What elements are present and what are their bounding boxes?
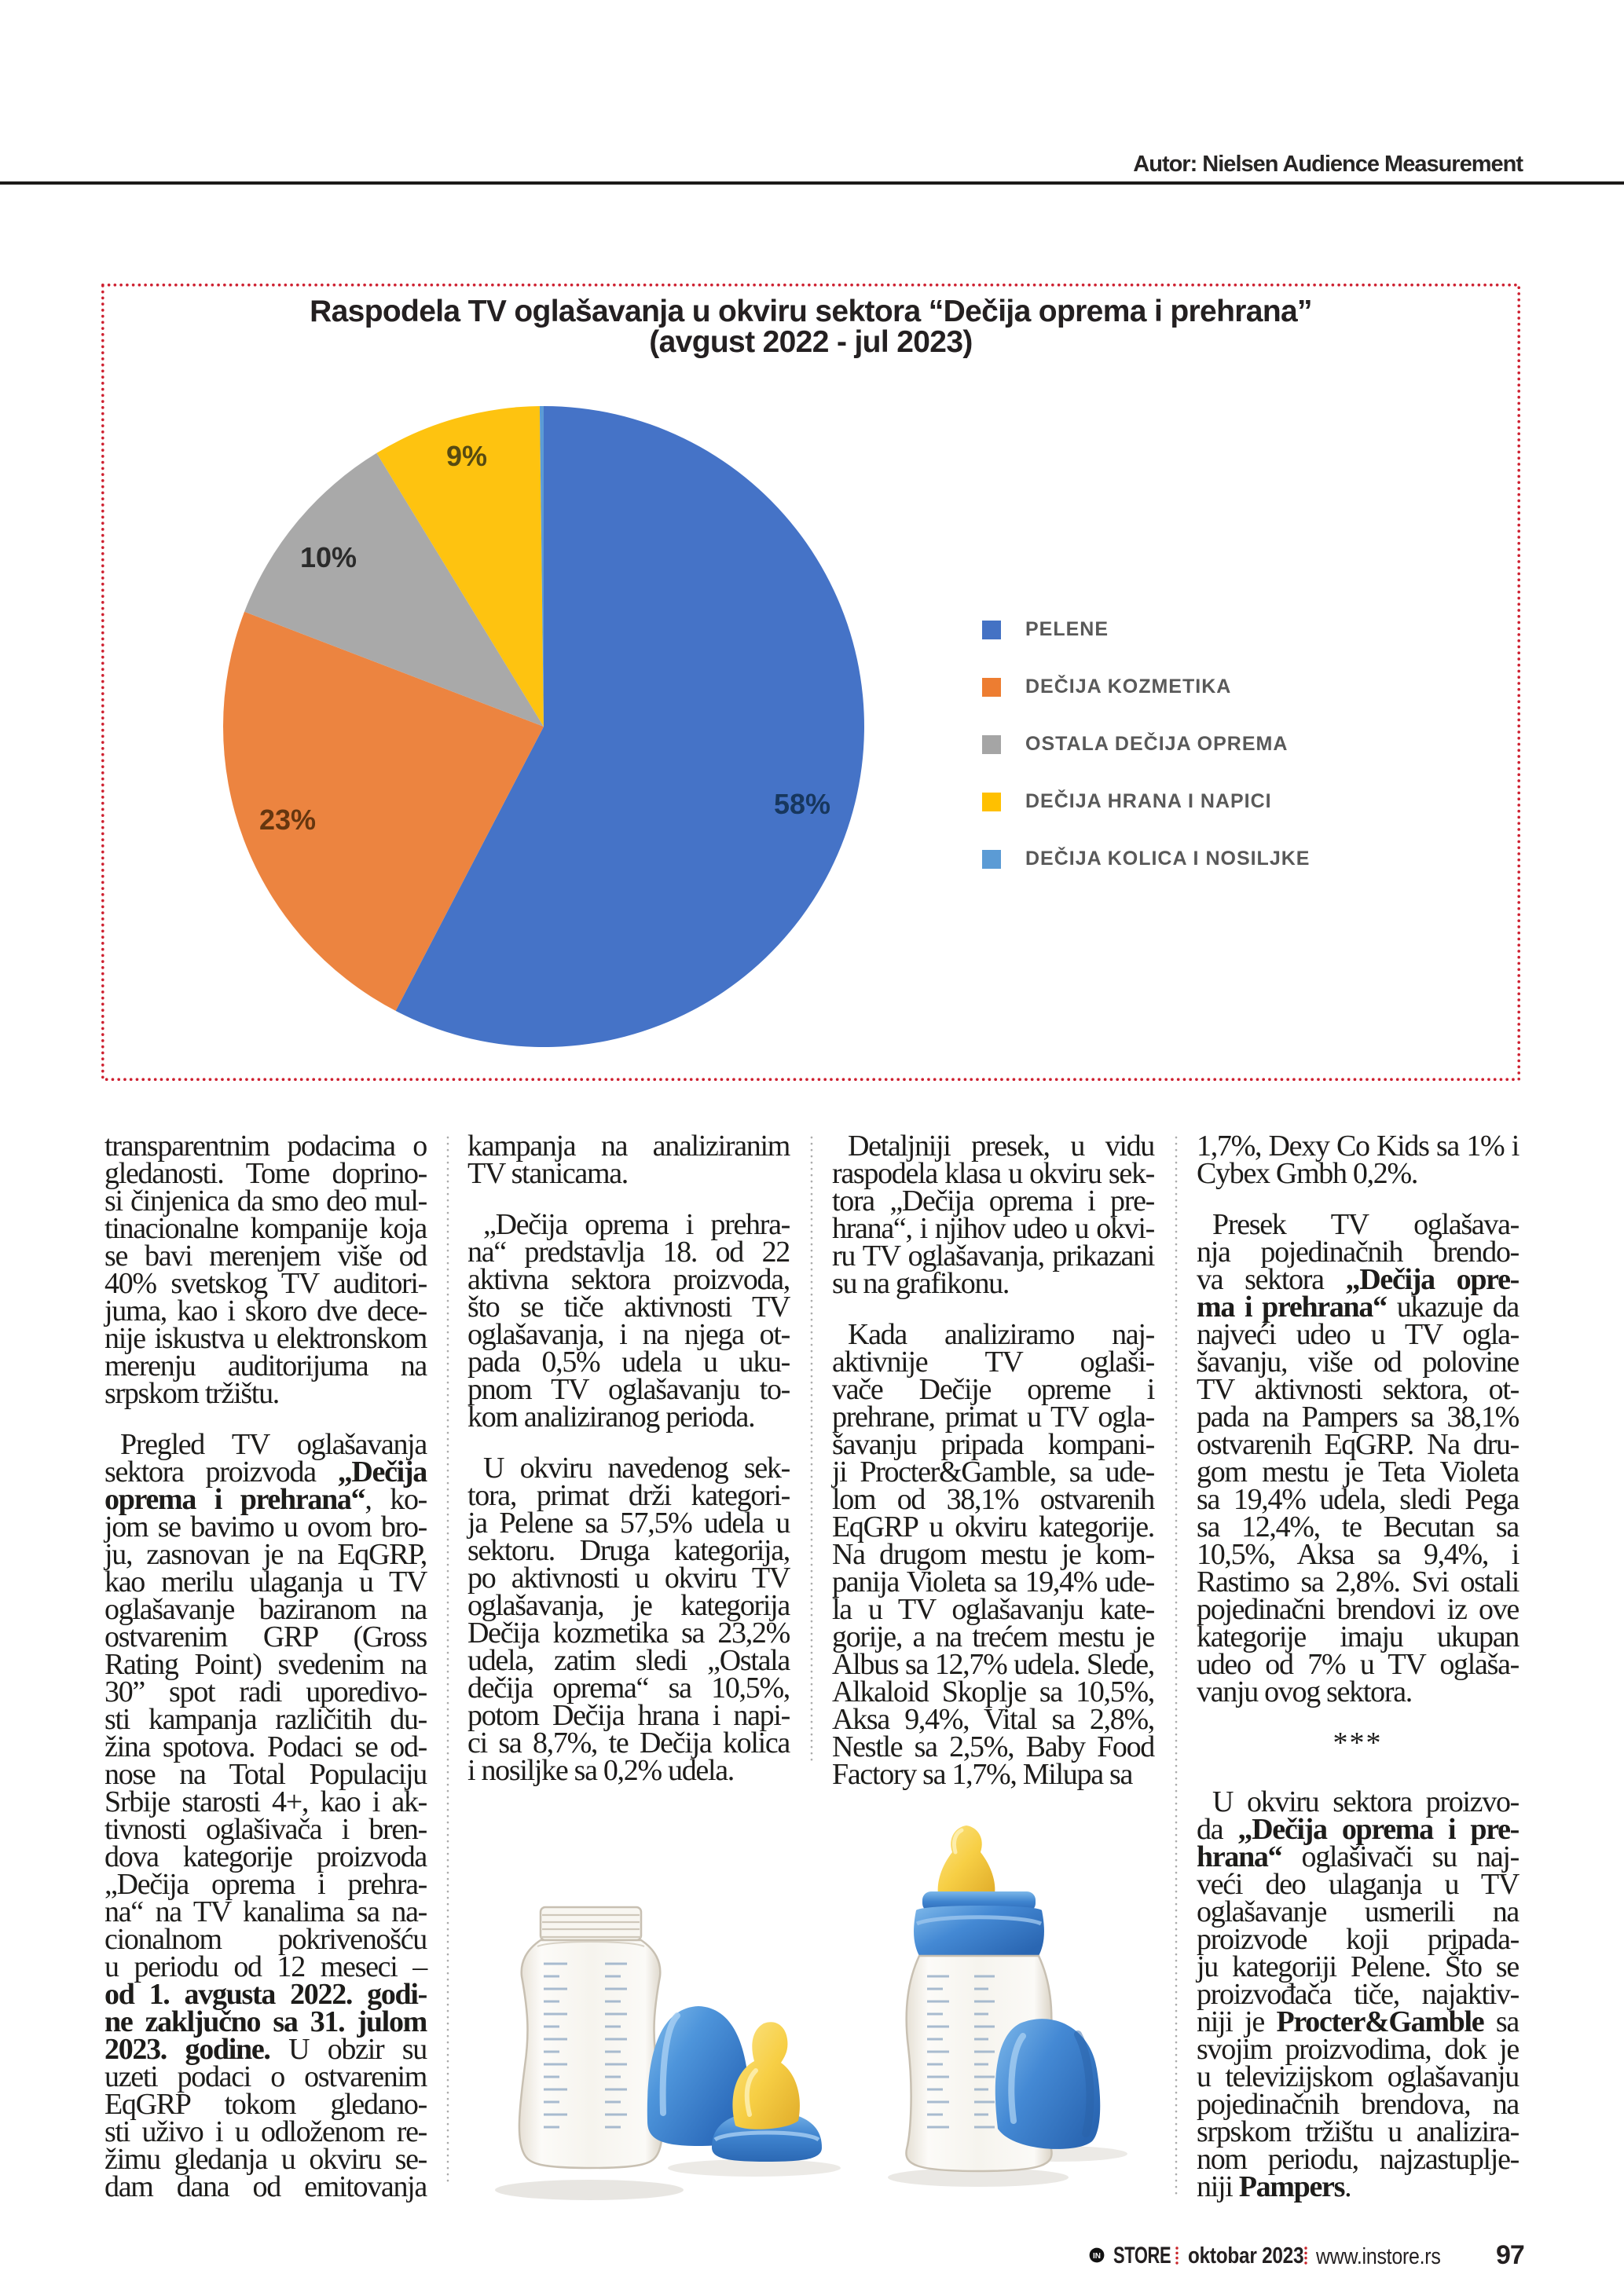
svg-text:IN: IN bbox=[1093, 2252, 1101, 2261]
